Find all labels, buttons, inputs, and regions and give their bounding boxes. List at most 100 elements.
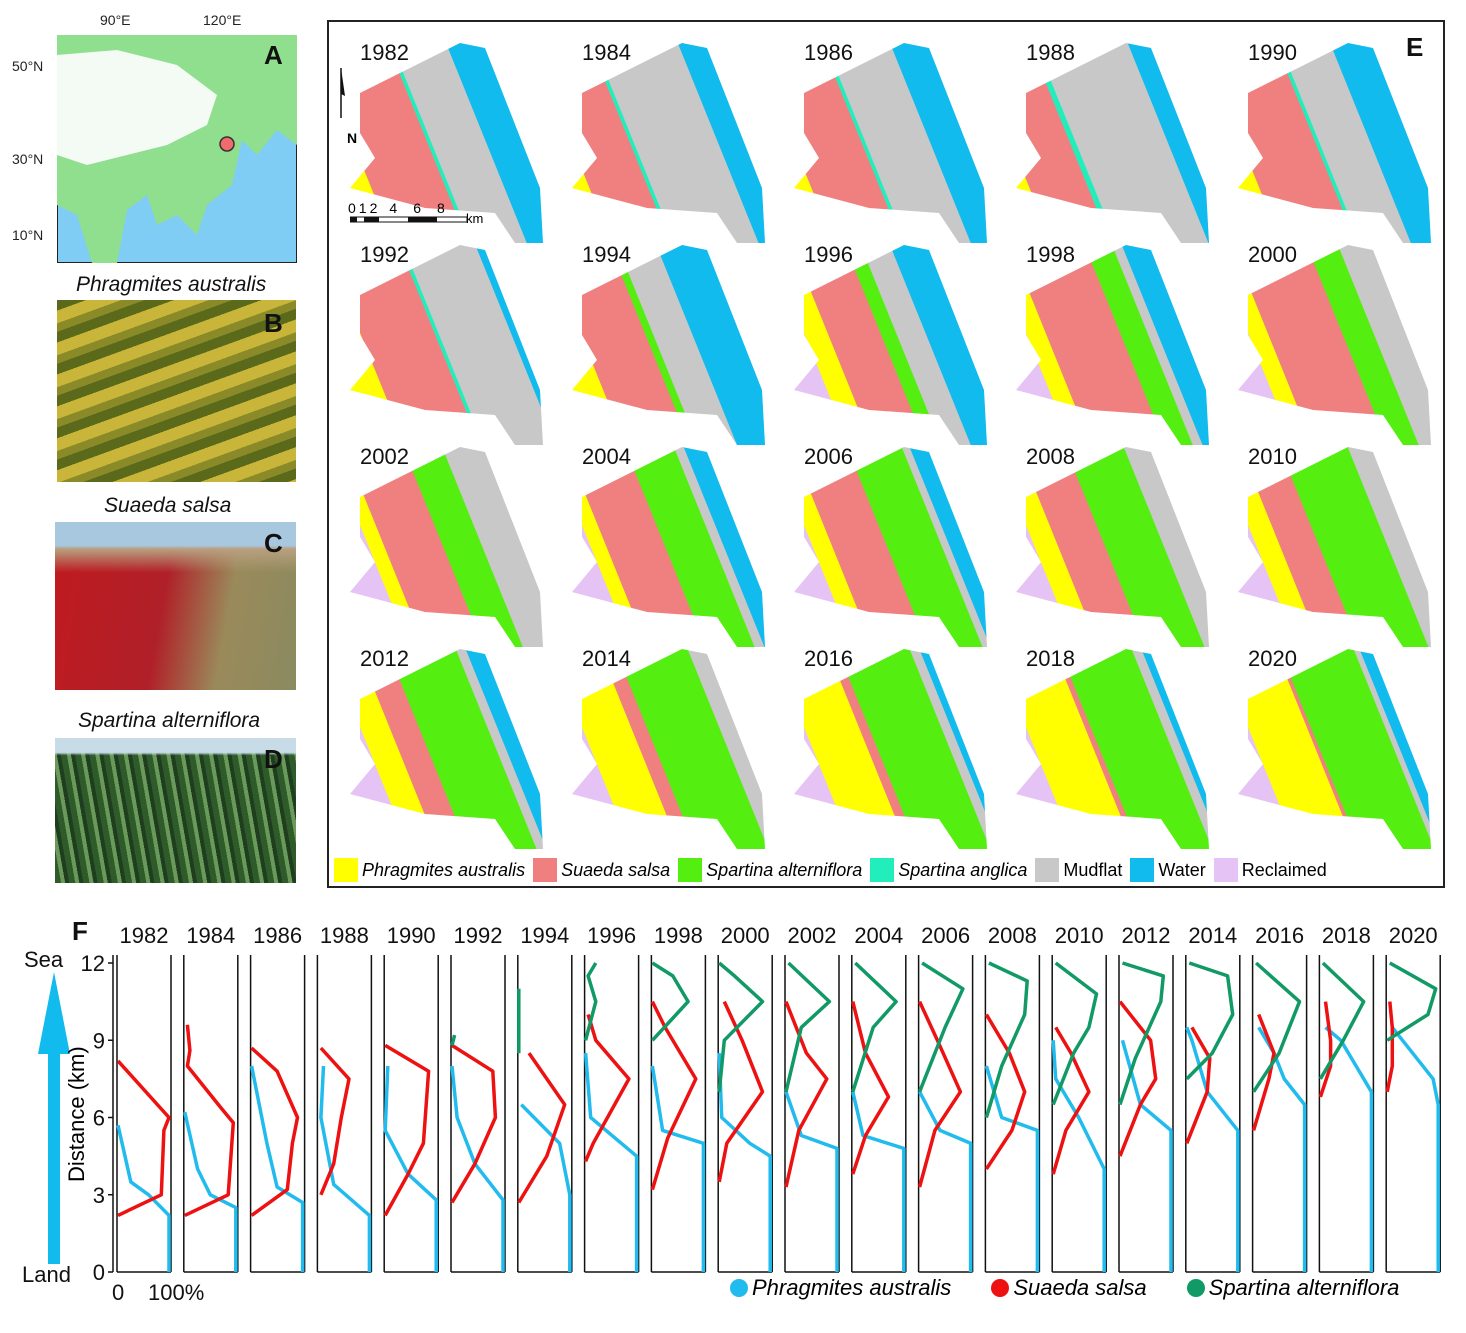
map-zone-suaeda xyxy=(350,245,533,445)
map-zone-suaeda xyxy=(1238,43,1411,243)
map-zone-water xyxy=(1064,43,1209,243)
map-zone-mudflat xyxy=(612,447,765,647)
map-year-label: 1986 xyxy=(804,40,853,65)
panel-year-label: 2012 xyxy=(1122,923,1171,948)
legend-label: Spartina anglica xyxy=(898,859,1028,880)
map-zone-phragmites xyxy=(1016,447,1159,647)
map-year-label: 1998 xyxy=(1026,242,1075,267)
panel-year-label: 2018 xyxy=(1322,923,1371,948)
photo-phragmites xyxy=(57,300,296,482)
series-line-phragmites xyxy=(650,1065,706,1272)
map-zone-suaeda xyxy=(572,43,728,243)
legend-item: Spartina anglica xyxy=(870,858,1027,882)
map-zone-phragmites xyxy=(794,245,933,445)
series-line-spartina xyxy=(984,961,1029,1118)
map-zone-mudflat xyxy=(1016,43,1209,243)
series-line-phragmites xyxy=(1390,1026,1440,1272)
map-zone-suaeda xyxy=(350,447,536,647)
series-line-spartina xyxy=(1318,961,1366,1080)
profile-panel-2014: 2014 xyxy=(1185,923,1241,1273)
lat-tick: 30°N xyxy=(12,151,44,167)
map-year-label: 1982 xyxy=(360,40,409,65)
habitat-map-2010 xyxy=(1238,447,1431,647)
map-zone-spartina-alterniflora xyxy=(794,649,987,849)
series-line-spartina xyxy=(851,961,898,1093)
habitat-map-1998 xyxy=(1016,245,1209,445)
map-year-label: 2018 xyxy=(1026,646,1075,671)
species-title-suaeda: Suaeda salsa xyxy=(104,494,232,517)
series-line-phragmites xyxy=(116,1124,171,1272)
panel-year-label: 2014 xyxy=(1188,923,1237,948)
panel-label-c: C xyxy=(264,528,283,558)
legend-item: Spartina alterniflora xyxy=(678,858,862,882)
map-year-label: 2006 xyxy=(804,444,853,469)
series-line-suaeda xyxy=(383,1043,431,1217)
profile-panel-1982: 1982 xyxy=(116,923,172,1273)
panel-year-label: 1982 xyxy=(120,923,169,948)
map-zone-mudflat xyxy=(350,43,543,243)
profile-panel-2012: 2012 xyxy=(1118,923,1174,1273)
scale-unit: km xyxy=(466,211,484,226)
map-zone-spartina-alterniflora xyxy=(350,447,543,647)
series-line-suaeda xyxy=(851,1001,891,1175)
map-zone-mudflat xyxy=(572,43,765,243)
panel-e-frame xyxy=(327,20,1445,888)
series-line-spartina xyxy=(1185,961,1235,1081)
map-zone-mudflat xyxy=(846,649,987,849)
profile-panel-1998: 1998 xyxy=(650,923,707,1273)
legend-label: Suaeda salsa xyxy=(1013,1275,1147,1300)
series-line-suaeda xyxy=(450,1043,498,1204)
habitat-map-2016 xyxy=(794,649,987,849)
map-zone-suaeda xyxy=(794,447,980,647)
map-zone-suaeda xyxy=(1016,447,1199,647)
map-zone-phragmites xyxy=(350,649,498,849)
map-year-label: 1992 xyxy=(360,242,409,267)
map-zone-water xyxy=(1059,245,1209,445)
panel-year-label: 2016 xyxy=(1255,923,1304,948)
map-zone-spartina-anglica xyxy=(1016,43,1174,243)
habitat-map-2018 xyxy=(1016,649,1209,849)
panel-year-label: 2020 xyxy=(1389,923,1438,948)
map-zone-suaeda xyxy=(350,649,523,849)
legend-item: Reclaimed xyxy=(1213,858,1327,882)
series-line-suaeda xyxy=(1251,1013,1276,1131)
scale-tick: 1 xyxy=(358,200,367,216)
habitat-map-1984 xyxy=(572,43,765,243)
map-year-label: 2012 xyxy=(360,646,409,671)
profile-panel-1986: 1986 xyxy=(249,923,306,1273)
scale-tick: 2 xyxy=(369,200,378,216)
profile-chart: 0 3 6 9 12 1982 1984 1986 1988 1990 1992 1994 1996 19… xyxy=(81,923,1441,1285)
map-zone-suaeda xyxy=(794,43,959,243)
legend-e: Phragmites australis Suaeda salsa Spartina… xyxy=(334,858,1335,882)
series-line-suaeda xyxy=(717,1000,765,1183)
map-zone-mudflat xyxy=(803,245,987,445)
y-tick-label: 3 xyxy=(93,1183,105,1208)
map-year-label: 2016 xyxy=(804,646,853,671)
habitat-map-1990 xyxy=(1238,43,1431,243)
map-zone-mudflat xyxy=(1238,43,1431,243)
map-year-label: 2000 xyxy=(1248,242,1297,267)
map-zone-water xyxy=(615,43,765,243)
panel-year-label: 1998 xyxy=(654,923,703,948)
map-zone-spartina-alterniflora xyxy=(1016,649,1209,849)
habitat-map-2020 xyxy=(1238,649,1431,849)
habitat-map-1986 xyxy=(794,43,987,243)
profile-panel-2002: 2002 xyxy=(784,923,840,1273)
legend-item: Mudflat xyxy=(1035,858,1122,882)
map-zone-mudflat xyxy=(1068,649,1209,849)
map-zone-spartina-alterniflora xyxy=(1027,245,1209,445)
habitat-map-1982 xyxy=(350,43,543,243)
y-tick-label: 12 xyxy=(81,951,105,976)
legend-swatch xyxy=(533,858,558,882)
map-zone-spartina-anglica xyxy=(794,43,962,243)
north-label: N xyxy=(347,130,358,146)
series-line-phragmites xyxy=(717,1053,772,1272)
photo-suaeda xyxy=(55,522,296,690)
profile-panel-2000: 2000 xyxy=(717,923,773,1273)
profile-panel-2008: 2008 xyxy=(984,923,1041,1273)
sea-label: Sea xyxy=(24,947,64,972)
species-title-spartina: Spartina alterniflora xyxy=(78,709,261,732)
map-zone-water xyxy=(829,43,987,243)
legend-swatch xyxy=(678,858,703,882)
